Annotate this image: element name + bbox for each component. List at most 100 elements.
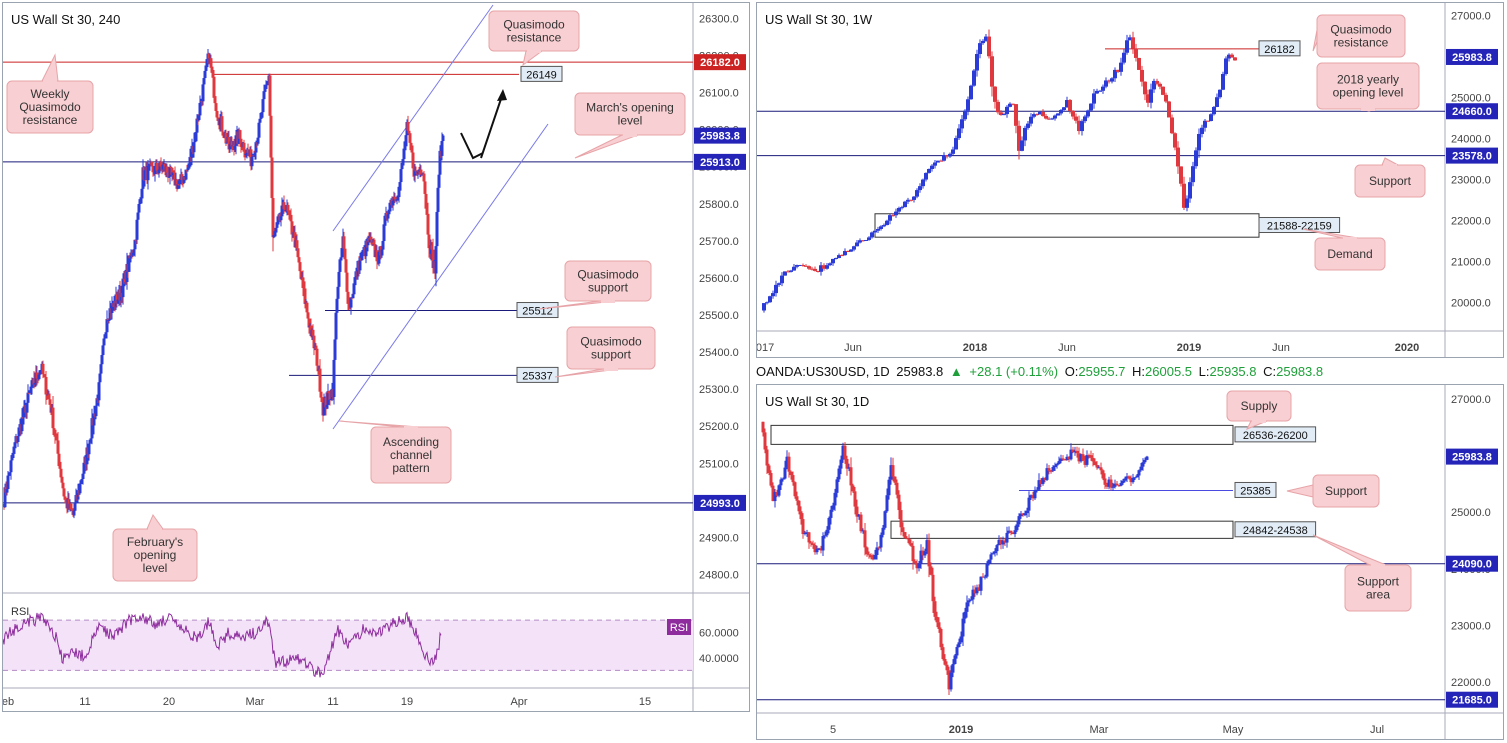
1w-candle bbox=[1203, 120, 1207, 128]
1d-candle bbox=[1019, 513, 1023, 517]
240-candle bbox=[380, 249, 384, 256]
1d-level-label: 25385 bbox=[1240, 485, 1271, 497]
1d-callout-supply-joint bbox=[1252, 420, 1266, 423]
240-candle bbox=[220, 116, 224, 132]
240-candle bbox=[242, 142, 246, 152]
240-candle bbox=[419, 169, 423, 175]
240-candle bbox=[52, 428, 56, 430]
240-candle bbox=[62, 488, 66, 497]
1d-candle bbox=[825, 529, 829, 536]
240-candle bbox=[27, 392, 31, 394]
240-candle bbox=[25, 402, 29, 413]
1w-candle bbox=[882, 225, 886, 227]
1w-callout-support: Support bbox=[1354, 157, 1426, 198]
chart-1d[interactable]: 27000.026000.025000.024000.023000.022000… bbox=[757, 385, 1504, 740]
240-candle bbox=[340, 248, 344, 258]
ohlc-up-arrow-icon: ▲ bbox=[949, 364, 963, 379]
1d-candle bbox=[853, 491, 857, 507]
240-candle bbox=[230, 141, 234, 147]
1w-candle bbox=[1038, 111, 1042, 115]
240-price-label-bg bbox=[694, 153, 746, 170]
1d-level-label-bg bbox=[1234, 481, 1277, 498]
240-candle bbox=[94, 405, 98, 417]
240-candle bbox=[438, 150, 442, 175]
1d-candle bbox=[1007, 530, 1011, 533]
1w-candle bbox=[831, 258, 835, 264]
1w-candle bbox=[1185, 198, 1189, 208]
chart-1w[interactable]: 27000.026000.025000.024000.023000.022000… bbox=[757, 3, 1504, 358]
240-candle bbox=[89, 438, 93, 443]
1w-candle bbox=[984, 36, 988, 41]
1d-candle bbox=[835, 479, 839, 493]
1w-candle bbox=[1152, 80, 1156, 90]
1w-y-tick: 22000.0 bbox=[1451, 215, 1491, 227]
1d-candle bbox=[1009, 530, 1013, 533]
240-candle bbox=[293, 232, 297, 248]
1w-candle bbox=[966, 99, 970, 111]
1d-candle bbox=[1061, 458, 1065, 460]
1w-candle bbox=[813, 268, 817, 271]
rsi-label: RSI bbox=[11, 606, 29, 618]
1d-candle bbox=[1053, 465, 1057, 468]
240-candle bbox=[214, 103, 218, 111]
1d-candle bbox=[1121, 480, 1125, 484]
1w-candle bbox=[1176, 147, 1180, 167]
1d-candle bbox=[871, 557, 875, 560]
240-callout-channel-text: channel bbox=[390, 448, 432, 462]
1w-candle bbox=[1164, 94, 1168, 102]
240-candle bbox=[257, 122, 261, 138]
1w-candle bbox=[987, 36, 991, 57]
1d-candle bbox=[869, 555, 873, 558]
240-x-tick: 11 bbox=[79, 696, 90, 708]
240-candle bbox=[188, 156, 192, 167]
1w-candle bbox=[1083, 116, 1087, 122]
1d-candle bbox=[941, 647, 945, 660]
240-candle bbox=[381, 241, 385, 250]
1w-candle bbox=[771, 293, 775, 297]
1d-price-label-bg bbox=[1446, 448, 1498, 465]
chart-240[interactable]: 26300.026200.026100.026000.025900.025800… bbox=[3, 3, 750, 712]
1w-candle bbox=[1140, 69, 1144, 82]
240-candle bbox=[386, 214, 390, 219]
1w-candle bbox=[1206, 120, 1210, 122]
240-candle bbox=[253, 152, 257, 157]
240-candle bbox=[274, 227, 278, 233]
1d-candle bbox=[905, 538, 909, 540]
1w-candle bbox=[1170, 117, 1174, 134]
1d-callout-support-area-text: Support bbox=[1357, 575, 1400, 589]
1w-level-label: 26182 bbox=[1264, 44, 1295, 56]
1w-candle bbox=[828, 263, 832, 266]
240-callout-weekly-qm-pointer bbox=[41, 53, 59, 82]
1w-callout-yearly-opening-text: 2018 yearly bbox=[1337, 73, 1399, 87]
1d-candle bbox=[1117, 485, 1121, 487]
1d-candle bbox=[1081, 454, 1085, 461]
240-candle bbox=[246, 149, 250, 153]
240-candle bbox=[339, 257, 343, 260]
1d-support-area-zone bbox=[890, 520, 1234, 539]
1w-candle bbox=[912, 196, 916, 200]
240-candle bbox=[393, 196, 397, 200]
1d-candle bbox=[863, 530, 867, 548]
1d-candle bbox=[1103, 478, 1107, 485]
240-candle bbox=[56, 440, 60, 454]
240-candle bbox=[290, 221, 294, 235]
1d-candle bbox=[879, 534, 883, 548]
240-callout-channel-text: Ascending bbox=[383, 435, 439, 449]
1d-candle bbox=[1023, 513, 1027, 516]
1w-candle bbox=[1026, 123, 1030, 128]
1w-candle bbox=[855, 242, 859, 247]
240-callout-march-opening-text: March's opening bbox=[586, 101, 674, 115]
1d-candle bbox=[803, 533, 807, 535]
1d-candle bbox=[1003, 540, 1007, 543]
240-candle bbox=[193, 132, 197, 143]
240-candle bbox=[382, 224, 386, 242]
1w-candle bbox=[1095, 90, 1099, 94]
240-candle bbox=[209, 58, 213, 68]
240-candle bbox=[159, 161, 163, 167]
1w-candle bbox=[1191, 166, 1195, 183]
240-candles bbox=[3, 48, 445, 519]
1d-candle bbox=[1111, 486, 1115, 488]
240-x-tick: eb bbox=[3, 696, 14, 708]
